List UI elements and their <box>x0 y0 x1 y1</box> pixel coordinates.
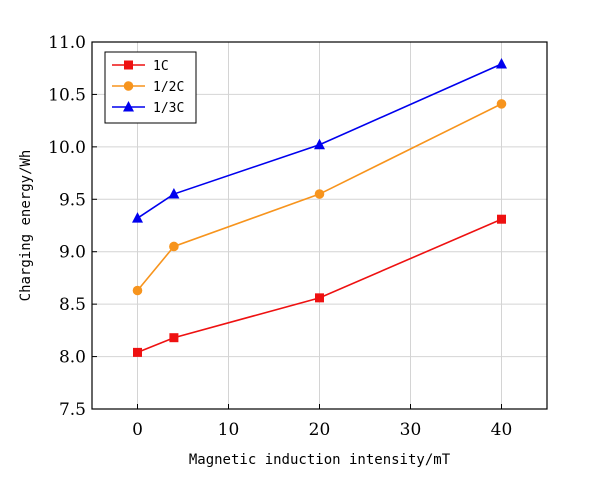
data-point-1c <box>169 333 179 343</box>
x-tick-label: 30 <box>400 420 422 440</box>
y-tick-label: 7.5 <box>59 400 86 420</box>
y-tick-label: 9.0 <box>59 243 86 263</box>
data-point-1-3c <box>168 188 180 199</box>
data-point-1-3c <box>314 138 325 150</box>
data-point-1c <box>315 293 324 303</box>
y-tick-label: 11.0 <box>48 33 86 53</box>
legend-label: 1/3C <box>153 101 184 116</box>
data-point-1-2c <box>132 285 143 296</box>
y-tick-label: 9.5 <box>59 190 86 210</box>
series-1-2c <box>132 99 507 296</box>
series-1-3c <box>132 58 507 223</box>
y-tick-label: 8.5 <box>59 295 86 315</box>
axis-ticks: 0 10 20 30 40 7.5 8.0 8.5 9.0 9.5 10.0 10.5 11.0 <box>48 33 512 440</box>
x-axis-title: Magnetic induction intensity/mT <box>189 452 451 468</box>
x-tick-label: 20 <box>309 420 331 440</box>
series-line-1-3c <box>137 63 502 219</box>
legend-item: 1/2C <box>112 80 184 95</box>
series-layer <box>132 58 507 357</box>
series-line-1-2c <box>136 103 502 292</box>
legend-box <box>104 51 197 124</box>
y-tick-label: 8.0 <box>59 348 86 368</box>
legend: 1C 1/2C 1/3C <box>104 51 197 124</box>
x-tick-label: 10 <box>218 420 240 440</box>
legend-marker <box>123 81 134 91</box>
data-point-1c <box>133 347 142 357</box>
legend-marker <box>124 60 133 70</box>
data-point-1c <box>497 214 506 224</box>
y-axis-title: Charging energy/Wh <box>18 150 34 302</box>
series-line-1c <box>137 218 502 354</box>
legend-item: 1C <box>112 59 169 74</box>
data-point-1-2c <box>314 189 325 199</box>
data-point-1-3c <box>496 58 507 69</box>
data-point-1-3c <box>132 212 143 223</box>
data-point-1-2c <box>169 241 179 252</box>
legend-item: 1/3C <box>112 101 184 116</box>
x-tick-label: 0 <box>132 420 143 440</box>
series-1c <box>133 214 506 357</box>
x-tick-label: 40 <box>491 420 513 440</box>
legend-marker <box>123 101 134 112</box>
legend-label: 1/2C <box>153 80 184 95</box>
y-tick-label: 10.0 <box>48 138 86 158</box>
y-tick-label: 10.5 <box>48 85 86 105</box>
legend-label: 1C <box>153 59 169 74</box>
data-point-1-2c <box>496 99 507 109</box>
